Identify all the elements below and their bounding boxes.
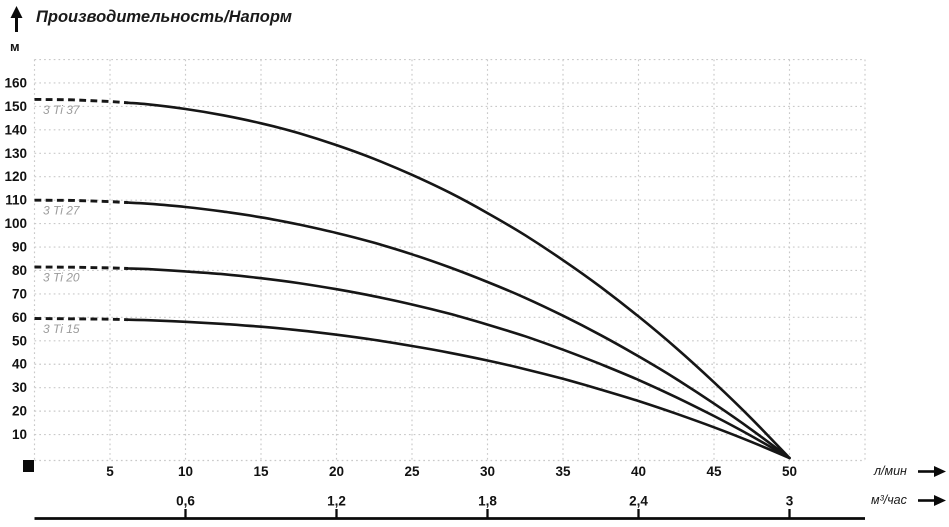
y-tick-label: 60 [12,310,27,325]
y-tick-label: 80 [12,263,27,278]
x-axis-secondary-arrow-icon [918,495,946,506]
y-tick-label: 110 [5,193,27,208]
secondary-x-tick-label: 1,8 [478,494,497,509]
y-axis-direction-arrow-icon [10,6,23,32]
x-tick-label: 5 [106,464,114,479]
x-tick-label: 25 [404,464,420,479]
curve-3-Ti-37 [126,101,791,460]
x-tick-label: 30 [480,464,495,479]
x-tick-label: 10 [178,464,193,479]
secondary-x-tick-label: 3 [786,494,794,509]
x-tick-label: 20 [329,464,344,479]
y-tick-label: 50 [12,333,27,348]
y-axis-unit-label: м [10,39,20,54]
chart-title: Производительность/Напорм [36,8,292,26]
x-tick-label: 40 [631,464,646,479]
curve-dashed-3-Ti-20 [34,265,129,270]
x-tick-label: 45 [706,464,722,479]
curve-dashed-3-Ti-27 [34,198,129,205]
y-tick-label: 120 [4,169,27,184]
x-tick-label: 15 [253,464,269,479]
y-tick-label: 30 [12,380,27,395]
y-tick-label: 160 [4,75,27,90]
y-tick-label: 100 [4,216,27,231]
y-tick-label: 40 [12,357,27,372]
y-tick-label: 140 [4,122,27,137]
curve-3-Ti-27 [126,201,791,460]
y-tick-label: 90 [12,240,27,255]
curve-label-3-Ti-27: 3 Ti 27 [43,204,81,218]
secondary-x-tick-label: 0,6 [176,494,195,509]
y-tick-label: 150 [4,99,27,114]
x-axis-secondary-unit-label: м³/час [871,493,907,507]
curve-dashed-3-Ti-37 [34,97,129,105]
secondary-x-tick-label: 1,2 [327,494,346,509]
x-axis-primary-arrow-icon [918,466,946,477]
x-tick-label: 35 [555,464,571,479]
curve-3-Ti-20 [126,267,791,460]
curve-label-3-Ti-37: 3 Ti 37 [43,103,81,117]
origin-marker-square [23,460,34,472]
x-axis-primary-unit-label: л/мин [874,464,907,478]
y-tick-label: 20 [12,404,27,419]
y-tick-label: 70 [12,286,27,301]
curve-dashed-3-Ti-15 [34,317,129,322]
curve-label-3-Ti-15: 3 Ti 15 [43,322,80,336]
x-tick-label: 50 [782,464,797,479]
secondary-x-tick-label: 2,4 [629,494,648,509]
y-tick-label: 130 [4,146,27,161]
curve-3-Ti-15 [126,318,791,460]
curve-label-3-Ti-20: 3 Ti 20 [43,270,80,284]
y-tick-label: 10 [12,427,27,442]
